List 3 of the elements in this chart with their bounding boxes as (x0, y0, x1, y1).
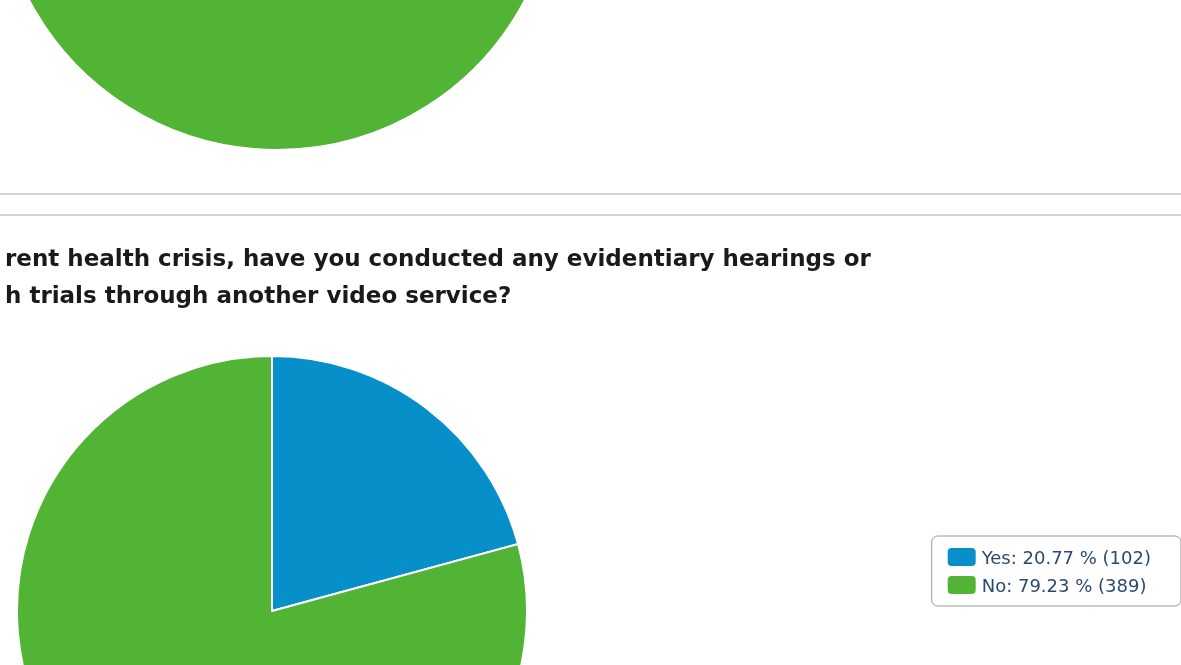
legend-label: Yes: 20.77 % (102) (980, 546, 1152, 568)
chart-title: rent health crisis, have you conducted any evidentiary hearings or h trials through another video service? (5, 244, 872, 308)
legend-label: No: 79.23 % (389) (981, 574, 1147, 596)
